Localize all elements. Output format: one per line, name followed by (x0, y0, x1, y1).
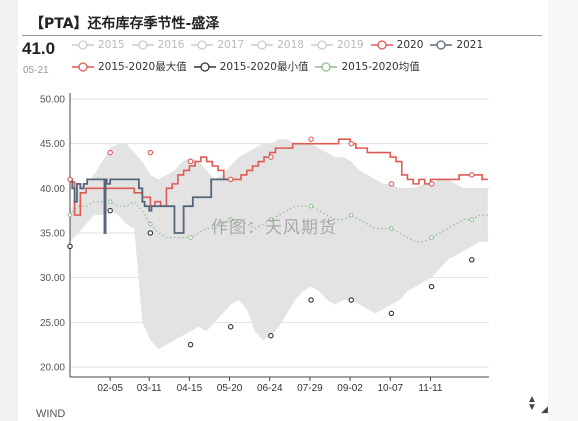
legend-label: 2018 (277, 39, 304, 51)
current-date: 05-21 (23, 65, 49, 76)
max-point (469, 172, 475, 178)
legend-label: 2015-2020最大值 (98, 61, 187, 73)
min-point (67, 243, 73, 250)
max-point (187, 158, 194, 165)
min-point (187, 341, 194, 348)
mean-point (228, 217, 234, 222)
legend-label: 2021 (456, 39, 484, 51)
min-point (428, 283, 435, 290)
min-point (147, 230, 154, 236)
mean-point (389, 226, 394, 231)
min-point (348, 297, 354, 303)
legend-item-2015-2020最小值[interactable]: 2015-2020最小值 (193, 59, 309, 74)
mean-point (429, 235, 434, 240)
y-tick-label: 45.00 (40, 139, 65, 150)
max-point (67, 176, 73, 183)
x-tick-label: 03-11 (137, 383, 162, 394)
min-point (469, 257, 475, 263)
legend-marker-icon (310, 40, 333, 50)
x-tick-label: 02-05 (97, 383, 123, 394)
current-value: 41.0 (22, 39, 56, 58)
legend-marker-icon (131, 40, 154, 50)
legend-item-2016[interactable]: 2016 (131, 39, 185, 51)
legend-label: 2015 (98, 39, 125, 51)
legend-item-2015[interactable]: 2015 (72, 39, 125, 51)
x-tick-label: 09-02 (337, 383, 363, 394)
legend-marker-icon (193, 61, 216, 72)
y-tick-label: 30.00 (40, 273, 65, 284)
mean-point (188, 235, 193, 240)
min-point (388, 310, 395, 317)
x-tick-label: 05-20 (217, 383, 243, 394)
legend-label: 2020 (396, 39, 424, 51)
max-point (388, 181, 395, 187)
mean-point (308, 203, 314, 209)
y-tick-label: 40.00 (40, 184, 65, 195)
source-label: WIND (36, 408, 66, 420)
y-tick-label: 50.00 (40, 95, 65, 106)
series-2020-line (70, 138, 488, 216)
x-tick-label: 11-11 (418, 383, 443, 394)
legend-label: 2017 (217, 39, 245, 51)
legend-label: 2015-2020最小值 (219, 61, 309, 73)
x-tick-label: 06-24 (257, 383, 283, 394)
mean-point (107, 199, 113, 205)
x-tick-label: 10-07 (377, 383, 403, 394)
min-point (227, 324, 234, 330)
legend-item-2015-2020最大值[interactable]: 2015-2020最大值 (72, 59, 187, 74)
legend-marker-icon (315, 61, 338, 72)
legend-item-2018[interactable]: 2018 (251, 39, 304, 51)
legend-marker-icon (72, 40, 94, 50)
legend-item-2021[interactable]: 2021 (430, 39, 483, 51)
range-band (70, 139, 488, 350)
max-point (107, 149, 113, 156)
y-tick-label: 20.00 (40, 363, 65, 374)
legend-label: 2016 (157, 39, 185, 51)
title-divider (22, 35, 542, 36)
legend-label: 2015-2020均值 (341, 61, 420, 73)
legend-marker-icon (251, 40, 274, 50)
legend-item-2015-2020均值[interactable]: 2015-2020均值 (315, 59, 420, 74)
legend-marker-icon (72, 61, 94, 72)
y-tick-label: 25.00 (40, 318, 65, 329)
legend-marker-icon (191, 40, 214, 50)
min-point (308, 297, 314, 303)
legend-row-years: 2015 2016 2017 2018 2019 2020 2021 (72, 39, 490, 51)
max-point (428, 181, 435, 187)
mean-point (348, 212, 354, 218)
series-2021-line (70, 178, 231, 234)
max-point (268, 154, 274, 160)
mean-point (268, 217, 274, 222)
legend-item-2020[interactable]: 2020 (370, 39, 424, 51)
legend-label: 2019 (336, 39, 364, 51)
max-point (147, 149, 154, 156)
mean-point (469, 217, 475, 222)
zoom-arrows-icon[interactable]: ▲ ▼ (527, 394, 537, 413)
min-point (268, 332, 274, 339)
legend-marker-icon (370, 40, 393, 50)
scroll-strip (548, 0, 578, 421)
mean-point (67, 212, 73, 218)
watermark: 作图：天风期货 (211, 218, 337, 238)
legend-marker-icon (430, 40, 453, 50)
max-point (308, 136, 314, 142)
min-point (107, 207, 113, 214)
chart-title: 【PTA】还布库存季节性-盛泽 (30, 16, 220, 32)
resize-handle-icon[interactable]: ◢ (541, 404, 548, 414)
legend-item-2017[interactable]: 2017 (191, 39, 244, 51)
series-mean-line (69, 200, 488, 243)
x-tick-label: 04-15 (177, 383, 203, 394)
mean-point (148, 221, 153, 227)
x-tick-label: 07-29 (297, 383, 323, 394)
max-point (227, 176, 234, 183)
y-tick-label: 35.00 (40, 229, 65, 240)
legend-row-stats: 2015-2020最大值 2015-2020最小值 2015-2020均值 (72, 59, 427, 74)
max-point (348, 140, 354, 147)
legend-item-2019[interactable]: 2019 (310, 39, 364, 51)
